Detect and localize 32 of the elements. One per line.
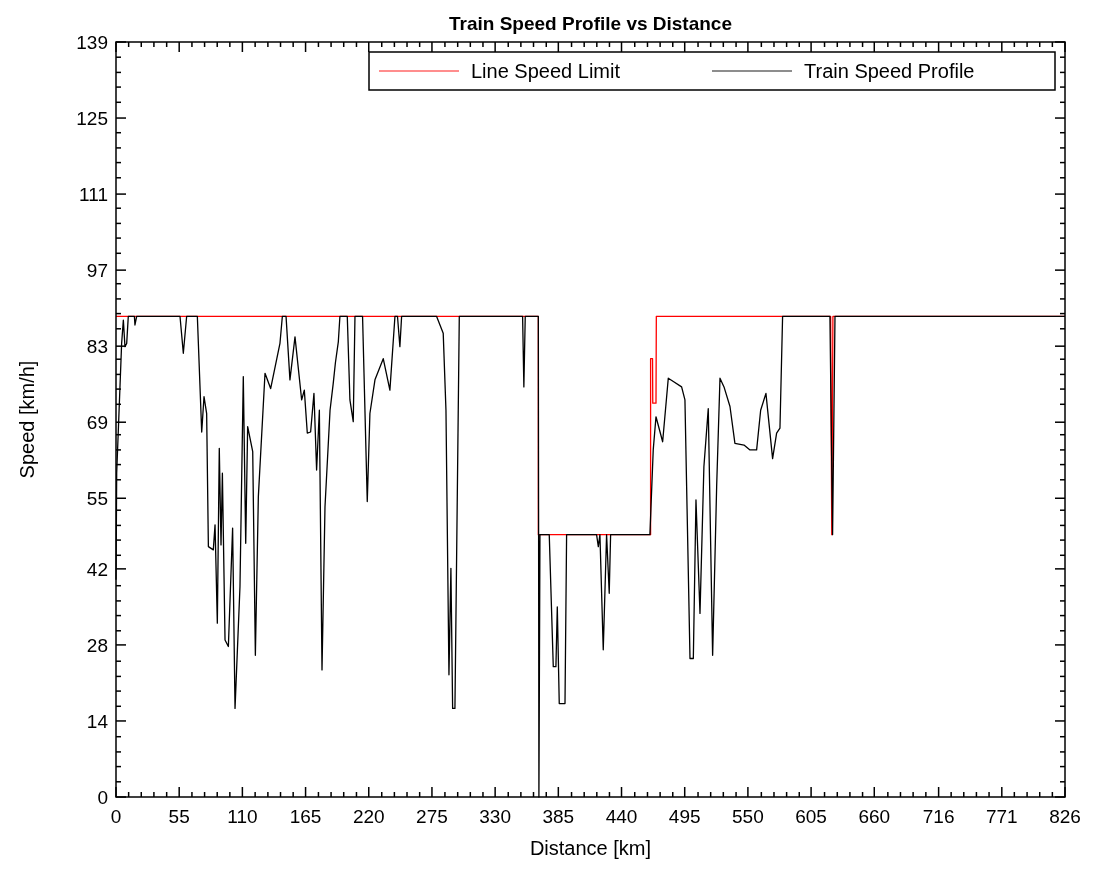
y-tick-label: 69: [86, 412, 108, 434]
y-axis-title: Speed [km/h]: [16, 360, 38, 479]
x-tick-label: 826: [1049, 806, 1081, 827]
x-tick-label: 55: [168, 806, 190, 827]
x-tick-label: 495: [668, 806, 701, 827]
y-tick-label: 139: [76, 32, 108, 53]
y-tick-label: 42: [86, 558, 108, 580]
x-tick-label: 716: [922, 806, 955, 827]
y-tick-label: 14: [86, 710, 109, 732]
y-tick-label: 125: [76, 108, 108, 130]
x-tick-label: 330: [479, 806, 511, 827]
y-tick-label: 55: [86, 488, 108, 510]
x-tick-label: 0: [110, 806, 122, 827]
x-tick-label: 440: [605, 806, 638, 827]
legend-label: Train Speed Profile: [804, 60, 975, 82]
x-tick-label: 771: [985, 806, 1018, 827]
x-axis-title: Distance [km]: [529, 837, 652, 859]
y-tick-label: 83: [86, 336, 108, 358]
x-tick-label: 385: [542, 806, 575, 827]
chart-title: Train Speed Profile vs Distance: [449, 13, 732, 34]
x-tick-label: 220: [352, 806, 385, 827]
y-tick-label: 0: [97, 787, 108, 808]
y-tick-label: 111: [79, 184, 108, 206]
x-tick-label: 165: [289, 806, 322, 827]
x-tick-label: 110: [227, 806, 258, 827]
y-tick-label: 97: [86, 260, 108, 282]
x-tick-label: 275: [416, 806, 448, 827]
x-tick-label: 550: [732, 806, 764, 827]
legend-label: Line Speed Limit: [471, 60, 621, 82]
y-tick-label: 28: [86, 634, 108, 656]
x-tick-label: 605: [795, 806, 827, 827]
x-tick-label: 660: [858, 806, 891, 827]
